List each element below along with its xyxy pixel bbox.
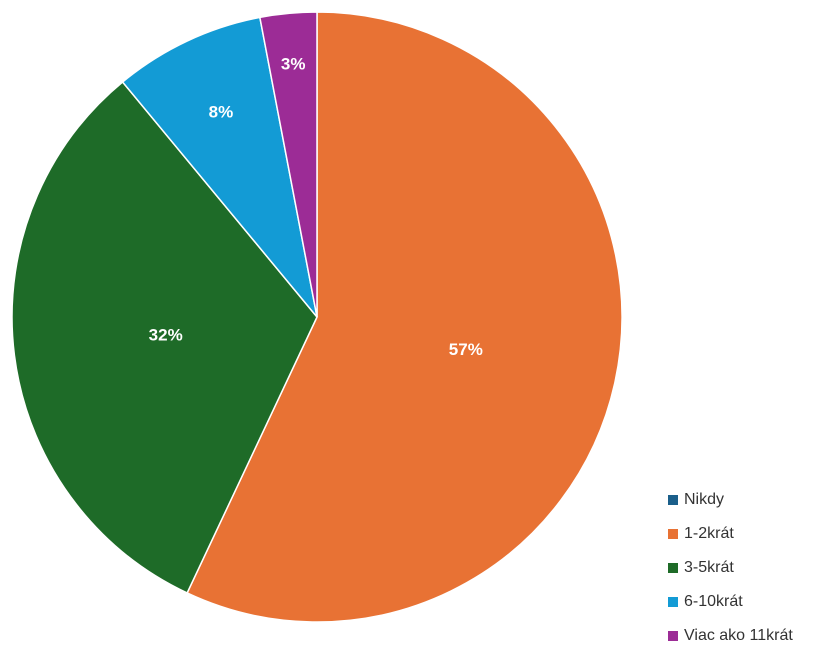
legend-swatch — [668, 597, 678, 607]
chart-legend: Nikdy 1-2krát 3-5krát 6-10krát Viac ako 11kr… — [668, 483, 840, 653]
legend-swatch — [668, 529, 678, 539]
pie-slice-label-6-10kr-t: 8% — [209, 102, 234, 121]
legend-swatch — [668, 631, 678, 641]
pie-slices — [11, 11, 623, 623]
pie-slice-6-10kr-t — [121, 16, 318, 318]
legend-label: 6-10krát — [684, 593, 743, 610]
pie-slice-label-viac-ako-11kr-t: 3% — [281, 54, 306, 73]
legend-item-3-5kr-t: 3-5krát — [668, 551, 840, 585]
legend-label: 3-5krát — [684, 559, 734, 576]
legend-item-6-10kr-t: 6-10krát — [668, 585, 840, 619]
legend-swatch — [668, 495, 678, 505]
legend-swatch — [668, 563, 678, 573]
pie-slice-1-2kr-t — [186, 11, 623, 623]
pie-slice-labels: 57% 32% 8% 3% — [149, 54, 483, 358]
legend-item-nikdy: Nikdy — [668, 483, 840, 517]
legend-label: 1-2krát — [684, 525, 734, 542]
pie-slice-3-5kr-t — [11, 80, 318, 594]
legend-label: Nikdy — [684, 491, 725, 508]
pie-slice-viac-ako-11kr-t — [258, 11, 318, 318]
legend-label: Viac ako 11krát — [684, 627, 793, 644]
legend-item-viac-ako-11kr-t: Viac ako 11krát — [668, 619, 840, 653]
pie-slice-label-1-2kr-t: 57% — [449, 340, 483, 359]
pie-slice-label-3-5kr-t: 32% — [149, 326, 183, 345]
legend-item-1-2kr-t: 1-2krát — [668, 517, 840, 551]
